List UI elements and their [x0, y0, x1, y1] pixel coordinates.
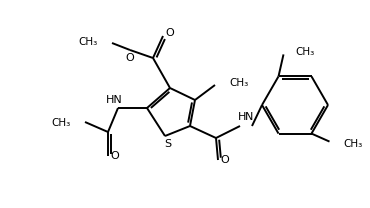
Text: CH₃: CH₃ — [229, 78, 248, 88]
Text: CH₃: CH₃ — [343, 139, 363, 149]
Text: CH₃: CH₃ — [52, 118, 71, 128]
Text: H: H — [238, 112, 246, 122]
Text: N: N — [245, 112, 253, 122]
Text: S: S — [164, 139, 172, 149]
Text: CH₃: CH₃ — [79, 37, 98, 47]
Text: O: O — [126, 53, 134, 63]
Text: CH₃: CH₃ — [296, 47, 315, 57]
Text: HN: HN — [105, 95, 122, 105]
Text: O: O — [111, 151, 120, 161]
Text: O: O — [221, 155, 229, 165]
Text: O: O — [166, 28, 174, 38]
